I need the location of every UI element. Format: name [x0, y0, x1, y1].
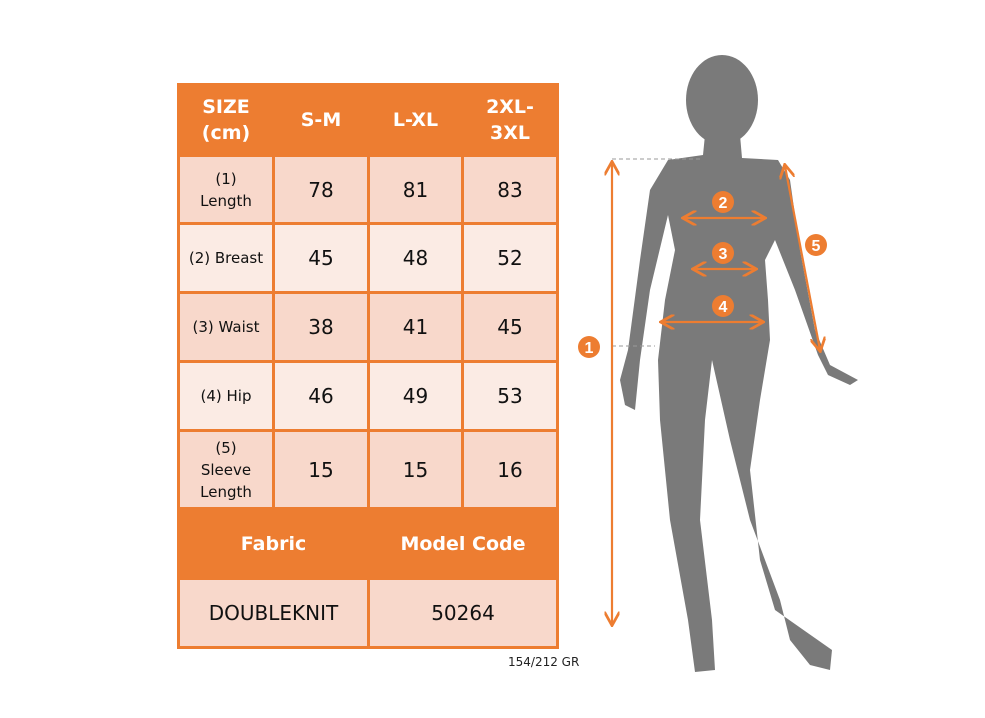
- cell: 78: [272, 154, 370, 225]
- marker-1: 1: [578, 336, 600, 358]
- cell: 41: [367, 291, 464, 363]
- row-label: (2) Breast: [177, 222, 275, 294]
- cell: 48: [367, 222, 464, 294]
- svg-text:1: 1: [585, 340, 594, 357]
- cell: 53: [461, 360, 559, 432]
- silhouette-icon: [620, 55, 858, 672]
- cell: 81: [367, 154, 464, 225]
- row-label: (1) Length: [177, 154, 275, 225]
- row-label: (5) Sleeve Length: [177, 429, 275, 510]
- svg-text:2: 2: [719, 195, 728, 212]
- model-code-value: 50264: [367, 577, 559, 649]
- header-size: SIZE (cm): [177, 83, 275, 157]
- table-row: (4) Hip 46 49 53: [177, 360, 559, 432]
- footer-header-row: Fabric Model Code: [177, 507, 559, 580]
- cell: 15: [367, 429, 464, 510]
- header-s-m: S-M: [272, 83, 370, 157]
- cell: 45: [272, 222, 370, 294]
- table-header-row: SIZE (cm) S-M L-XL 2XL-3XL: [177, 83, 559, 157]
- table-row: (1) Length 78 81 83: [177, 154, 559, 225]
- cell: 49: [367, 360, 464, 432]
- sleeve-arrow: [785, 166, 820, 350]
- header-model-code: Model Code: [367, 507, 559, 580]
- cell: 52: [461, 222, 559, 294]
- cell: 46: [272, 360, 370, 432]
- table-row: (5) Sleeve Length 15 15 16: [177, 429, 559, 510]
- header-2xl-3xl: 2XL-3XL: [461, 83, 559, 157]
- header-l-xl: L-XL: [367, 83, 464, 157]
- body-silhouette-figure: 1 2 3 4 5: [578, 55, 858, 672]
- cell: 16: [461, 429, 559, 510]
- table-row: (3) Waist 38 41 45: [177, 291, 559, 363]
- table-row: (2) Breast 45 48 52: [177, 222, 559, 294]
- svg-text:4: 4: [719, 299, 728, 316]
- marker-5: 5: [805, 234, 827, 256]
- marker-4: 4: [712, 295, 734, 317]
- fabric-value: DOUBLEKNIT: [177, 577, 370, 649]
- marker-3: 3: [712, 242, 734, 264]
- header-fabric: Fabric: [177, 507, 370, 580]
- size-table: SIZE (cm) S-M L-XL 2XL-3XL (1) Length 78…: [177, 83, 559, 649]
- cell: 15: [272, 429, 370, 510]
- cell: 83: [461, 154, 559, 225]
- row-label: (4) Hip: [177, 360, 275, 432]
- cell: 38: [272, 291, 370, 363]
- marker-2: 2: [712, 191, 734, 213]
- weight-label: 154/212 GR: [508, 655, 580, 669]
- svg-text:5: 5: [812, 238, 821, 255]
- svg-text:3: 3: [719, 246, 728, 263]
- cell: 45: [461, 291, 559, 363]
- footer-value-row: DOUBLEKNIT 50264: [177, 577, 559, 649]
- row-label: (3) Waist: [177, 291, 275, 363]
